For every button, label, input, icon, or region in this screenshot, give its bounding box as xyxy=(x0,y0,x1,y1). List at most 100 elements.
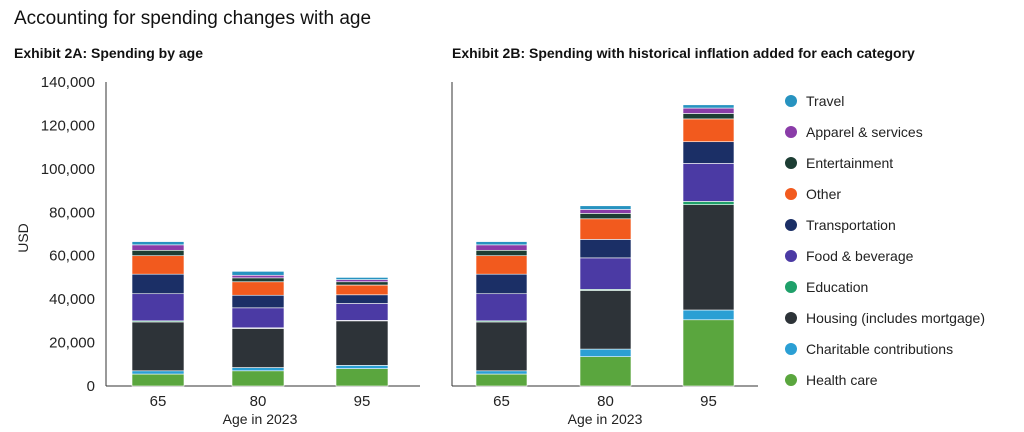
bar-segment-apparel-services-65 xyxy=(131,244,185,251)
bar-segment-food-beverage-80 xyxy=(231,307,285,329)
x-axis-title: Age in 2023 xyxy=(568,411,643,427)
bar-segment-health-care-65 xyxy=(475,373,528,387)
bar-segment-charitable-contributions-95 xyxy=(682,309,735,321)
legend-label-housing-includes-mortgage: Housing (includes mortgage) xyxy=(806,310,985,326)
bar-segment-other-95 xyxy=(682,118,735,143)
legend-label-food-beverage: Food & beverage xyxy=(806,248,914,264)
y-tick-label: 0 xyxy=(87,378,95,395)
bar-segment-apparel-services-65 xyxy=(475,244,528,251)
legend-label-charitable-contributions: Charitable contributions xyxy=(806,341,953,357)
bar-segment-charitable-contributions-80 xyxy=(231,367,285,372)
bar-segment-travel-95 xyxy=(682,104,735,109)
legend-swatch-other xyxy=(785,188,797,200)
bar-segment-other-95 xyxy=(335,284,389,296)
exhibit-2a-panel: 0 20,000 40,000 60,000 80,000 100,000 120,000 1… xyxy=(15,74,420,427)
bar-segment-health-care-65 xyxy=(131,373,185,387)
legend-swatch-entertainment xyxy=(785,157,797,169)
legend-swatch-transportation xyxy=(785,219,797,231)
x-tick-label: 65 xyxy=(493,393,510,410)
bar-segment-food-beverage-80 xyxy=(579,257,632,290)
y-tick-label: 100,000 xyxy=(41,161,95,178)
bar-segment-health-care-80 xyxy=(579,356,632,387)
exhibit-2a-title: Exhibit 2A: Spending by age xyxy=(14,45,204,61)
exhibit-2b-panel: 65 80 95 Age in 2023 xyxy=(451,82,758,427)
bar-segment-health-care-80 xyxy=(231,370,285,387)
bar-segment-other-65 xyxy=(475,255,528,275)
bar-segment-other-65 xyxy=(131,255,185,275)
bar-segment-apparel-services-95 xyxy=(682,107,735,114)
legend-label-other: Other xyxy=(806,186,841,202)
bar-segment-charitable-contributions-95 xyxy=(335,365,389,369)
x-tick-label: 95 xyxy=(700,393,717,410)
bar-segment-travel-95 xyxy=(335,277,389,280)
bar-segment-transportation-65 xyxy=(131,273,185,295)
bar-segment-transportation-80 xyxy=(579,239,632,259)
legend-swatch-charitable-contributions xyxy=(785,343,797,355)
bar-segment-travel-80 xyxy=(231,271,285,276)
x-tick-label: 80 xyxy=(250,393,267,410)
x-axis-title: Age in 2023 xyxy=(223,411,298,427)
exhibit-2b-title: Exhibit 2B: Spending with historical inf… xyxy=(452,45,915,61)
bar-segment-entertainment-65 xyxy=(475,249,528,257)
legend-label-education: Education xyxy=(806,279,868,295)
legend-swatch-education xyxy=(785,281,797,293)
bar-segment-apparel-services-80 xyxy=(579,209,632,214)
bar-segment-food-beverage-95 xyxy=(335,303,389,321)
bar-segment-housing-includes-mortgage-80 xyxy=(231,328,285,368)
bar-segment-food-beverage-65 xyxy=(475,293,528,322)
bar-segment-apparel-services-80 xyxy=(231,274,285,279)
bar-segment-travel-65 xyxy=(475,241,528,246)
y-tick-label: 120,000 xyxy=(41,117,95,134)
bar-segment-travel-65 xyxy=(131,241,185,246)
legend-swatch-housing-includes-mortgage xyxy=(785,312,797,324)
legend-label-travel: Travel xyxy=(806,93,844,109)
x-tick-label: 95 xyxy=(354,393,371,410)
bar-segment-transportation-95 xyxy=(682,141,735,164)
x-tick-label: 80 xyxy=(597,393,614,410)
bar-segment-other-80 xyxy=(231,281,285,296)
y-axis-title: USD xyxy=(15,223,31,253)
bar-segment-food-beverage-65 xyxy=(131,293,185,322)
bar-segment-travel-80 xyxy=(579,205,632,210)
bar-segment-charitable-contributions-65 xyxy=(131,370,185,375)
legend-swatch-food-beverage xyxy=(785,250,797,262)
bar-segment-transportation-95 xyxy=(335,294,389,304)
bar-segment-housing-includes-mortgage-65 xyxy=(131,321,185,372)
figure-title: Accounting for spending changes with age xyxy=(14,8,372,29)
x-tick-label: 65 xyxy=(150,393,167,410)
legend: Travel Apparel & services Entertainment Oth… xyxy=(785,93,985,388)
y-tick-label: 80,000 xyxy=(49,204,95,221)
bar-segment-apparel-services-95 xyxy=(335,279,389,283)
legend-label-entertainment: Entertainment xyxy=(806,155,893,171)
bar-segment-health-care-95 xyxy=(335,368,389,387)
legend-swatch-travel xyxy=(785,95,797,107)
legend-swatch-apparel-services xyxy=(785,126,797,138)
bar-segment-transportation-80 xyxy=(231,294,285,309)
bar-segment-housing-includes-mortgage-80 xyxy=(579,290,632,350)
bar-segment-entertainment-80 xyxy=(231,277,285,283)
bar-segment-other-80 xyxy=(579,218,632,240)
bar-segment-housing-includes-mortgage-65 xyxy=(475,321,528,372)
y-tick-label: 20,000 xyxy=(49,335,95,352)
bar-segment-entertainment-95 xyxy=(335,281,389,286)
bar-segment-entertainment-80 xyxy=(579,213,632,220)
bar-segment-food-beverage-95 xyxy=(682,163,735,202)
y-tick-label: 140,000 xyxy=(41,74,95,91)
y-tick-label: 40,000 xyxy=(49,291,95,308)
legend-label-health-care: Health care xyxy=(806,372,878,388)
bar-segment-entertainment-65 xyxy=(131,249,185,257)
bar-segment-health-care-95 xyxy=(682,319,735,387)
bar-segment-entertainment-95 xyxy=(682,113,735,120)
bar-segment-education-95 xyxy=(682,201,735,205)
legend-label-transportation: Transportation xyxy=(806,217,896,233)
y-tick-label: 60,000 xyxy=(49,248,95,265)
legend-label-apparel-services: Apparel & services xyxy=(806,124,923,140)
bar-segment-charitable-contributions-65 xyxy=(475,370,528,375)
bar-segment-housing-includes-mortgage-95 xyxy=(335,320,389,366)
legend-swatch-health-care xyxy=(785,374,797,386)
bar-segment-transportation-65 xyxy=(475,273,528,295)
bar-segment-charitable-contributions-80 xyxy=(579,348,632,357)
bar-segment-housing-includes-mortgage-95 xyxy=(682,204,735,311)
